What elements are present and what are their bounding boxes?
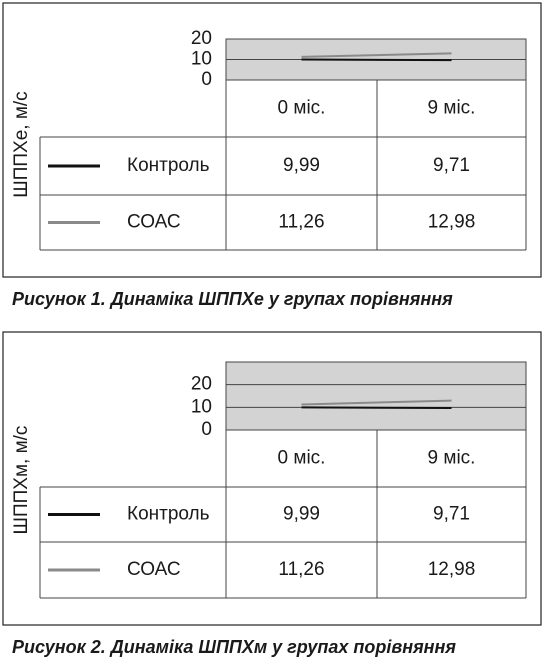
frame <box>2 331 542 626</box>
caption: Рисунок 2. Динаміка ШППХм у групах порів… <box>12 637 456 657</box>
frame <box>2 2 542 278</box>
y-tick-label: 10 <box>191 396 212 417</box>
y-tick-label: 10 <box>191 49 212 70</box>
category-label: 0 міс. <box>278 98 326 119</box>
series-line <box>301 52 452 58</box>
plot-area <box>225 361 527 431</box>
table-value: 9,99 <box>283 155 320 176</box>
category-label: 0 міс. <box>278 448 326 469</box>
y-tick-label: 0 <box>201 419 212 440</box>
table-value: 9,71 <box>433 504 470 525</box>
y-tick-label: 20 <box>191 374 212 395</box>
legend-label: СОАС <box>127 212 181 233</box>
table-value: 11,26 <box>278 212 324 233</box>
table-value: 11,26 <box>278 559 324 580</box>
category-label: 9 міс. <box>428 98 476 119</box>
y-axis-label: ШППХе, м/с <box>11 91 32 197</box>
table-value: 12,98 <box>428 212 476 233</box>
y-tick-label: 20 <box>191 28 212 49</box>
category-label: 9 міс. <box>428 448 476 469</box>
y-tick-label: 0 <box>201 69 212 90</box>
series-line <box>301 399 452 406</box>
legend-label: СОАС <box>127 559 181 580</box>
series-line <box>301 406 452 409</box>
table-value: 9,99 <box>283 504 320 525</box>
legend-label: Контроль <box>127 155 210 176</box>
table-value: 9,71 <box>433 155 470 176</box>
table-value: 12,98 <box>428 559 476 580</box>
series-line <box>301 58 452 62</box>
legend-label: Контроль <box>127 504 210 525</box>
y-axis-label: ШППХм, м/с <box>11 426 32 535</box>
caption: Рисунок 1. Динаміка ШППХе у групах порів… <box>12 289 453 309</box>
